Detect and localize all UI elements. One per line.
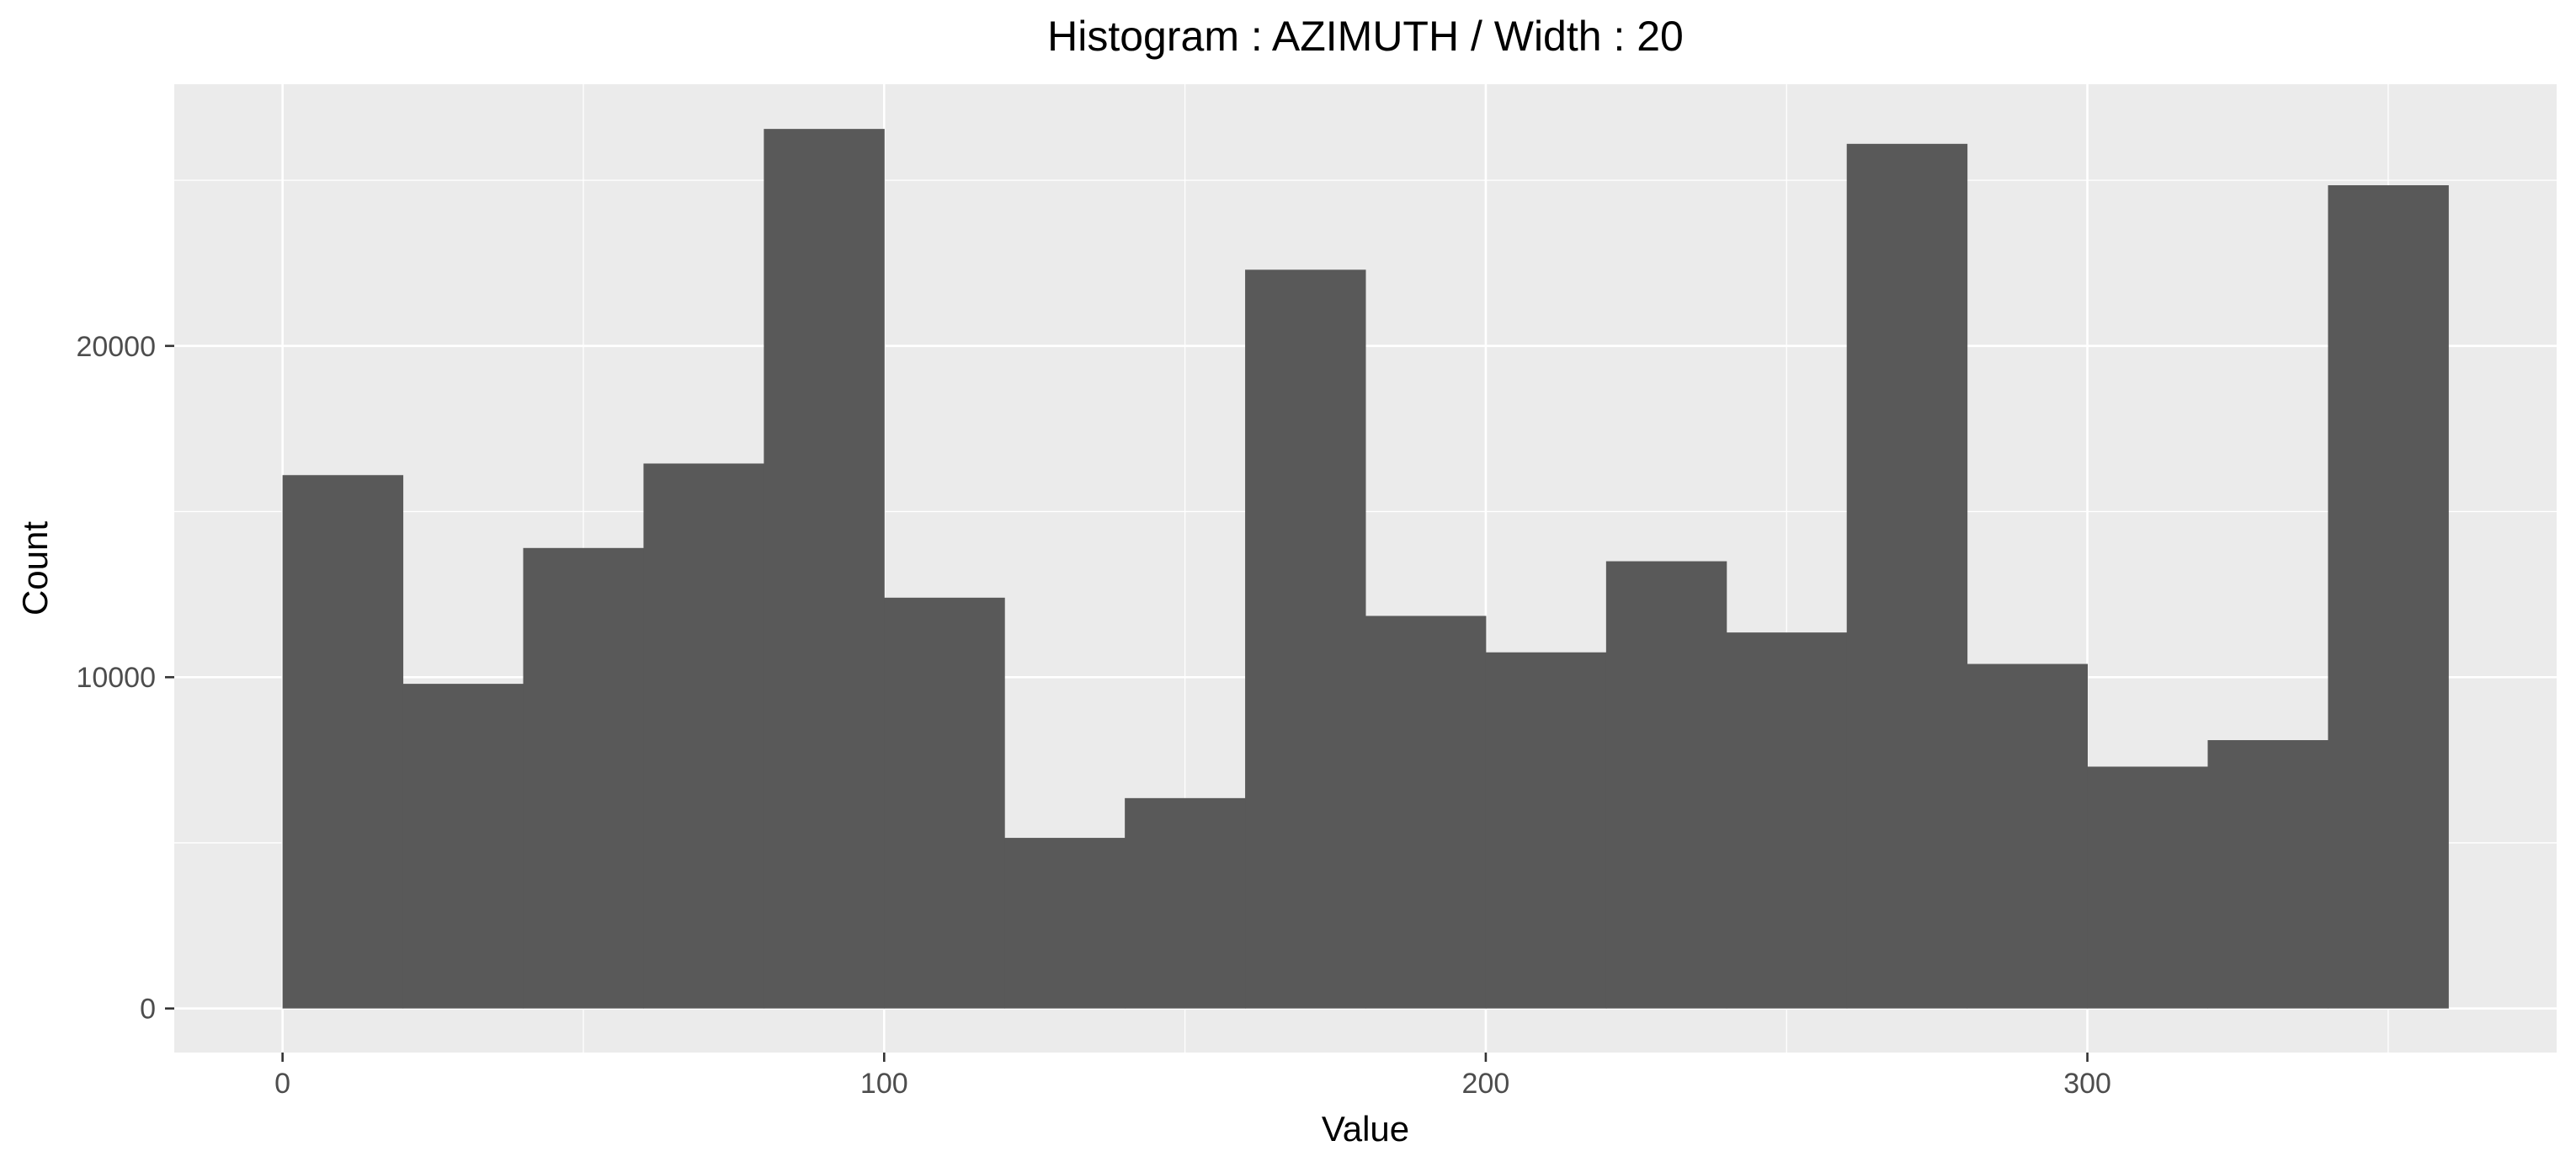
x-axis: 0 100 200 300 [274,1053,2111,1100]
y-tick-label: 20000 [76,331,156,363]
histogram-bar [1004,838,1126,1009]
x-tick-label: 0 [274,1068,290,1100]
x-tick-label: 200 [1462,1068,1510,1100]
histogram-bar [884,597,1005,1009]
histogram-bar [1485,652,1607,1009]
histogram-bar [2087,766,2209,1009]
chart-title: Histogram : AZIMUTH / Width : 20 [1047,13,1684,60]
histogram-bar [282,475,404,1009]
x-tick-label: 300 [2063,1068,2111,1100]
histogram-bar [1125,797,1246,1009]
histogram-bar [1245,269,1366,1009]
histogram-bar [643,463,764,1009]
histogram-bar [402,684,524,1009]
histogram-bar [2207,739,2329,1009]
y-axis: 0 10000 20000 [76,331,174,1026]
histogram-bar [1967,664,2089,1009]
histogram-bar [1365,616,1487,1009]
histogram-bar [523,547,644,1009]
histogram-bar [1846,143,1968,1009]
histogram-bar [1605,561,1727,1009]
y-axis-title: Count [15,521,55,616]
histogram-bar [764,129,885,1009]
y-tick-label: 10000 [76,662,156,694]
histogram-bar [2328,184,2449,1009]
x-tick-label: 100 [860,1068,908,1100]
histogram-bars [282,129,2449,1009]
x-axis-title: Value [1322,1109,1409,1149]
y-tick-label: 0 [140,994,156,1026]
histogram-bar [1726,632,1848,1009]
